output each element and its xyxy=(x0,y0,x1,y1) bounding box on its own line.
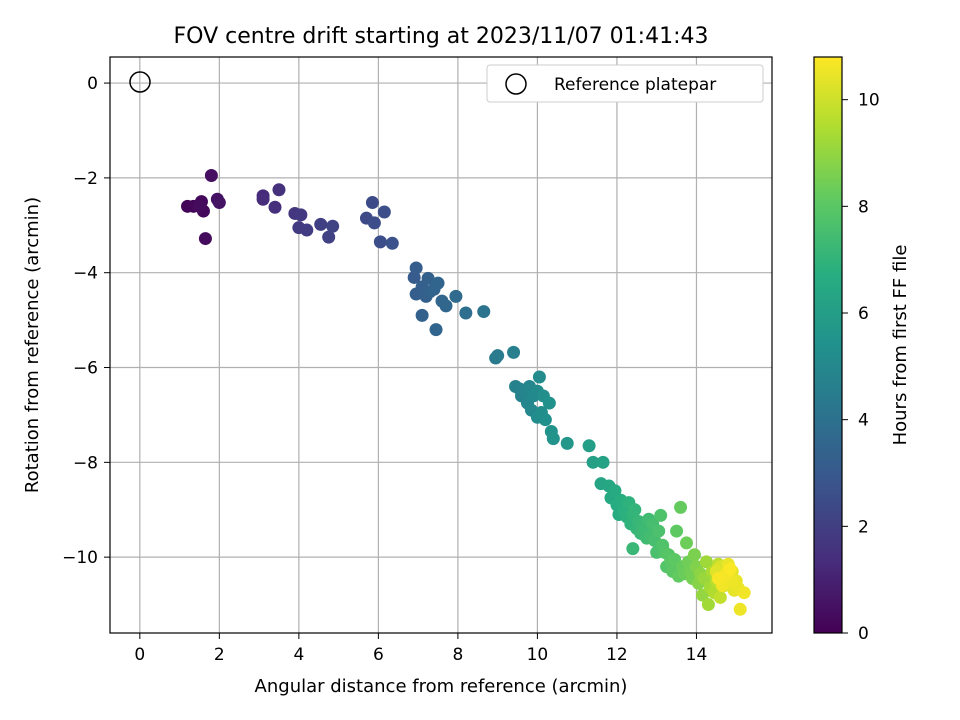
y-tick-label: −8 xyxy=(73,453,98,473)
data-point xyxy=(560,436,574,450)
x-tick-label: 2 xyxy=(214,645,225,665)
data-point xyxy=(652,524,666,538)
y-tick-label: 0 xyxy=(87,74,98,94)
x-tick-label: 10 xyxy=(527,645,549,665)
data-point xyxy=(377,205,391,219)
data-point xyxy=(546,432,560,446)
data-point xyxy=(674,500,688,514)
reference-platepar-marker xyxy=(129,71,151,93)
chart-title: FOV centre drift starting at 2023/11/07 … xyxy=(174,24,709,49)
data-point xyxy=(439,299,453,313)
legend-marker xyxy=(505,73,527,95)
x-tick-label: 4 xyxy=(293,645,304,665)
data-point xyxy=(409,261,423,275)
data-point xyxy=(256,192,270,206)
colorbar-tick-label: 10 xyxy=(858,91,880,111)
colorbar-ticks: 0 2 4 6 8 10 xyxy=(842,91,880,644)
colorbar-tick-label: 2 xyxy=(858,517,869,537)
legend-label: Reference platepar xyxy=(554,75,716,95)
data-point xyxy=(733,602,747,616)
data-point xyxy=(628,503,642,517)
data-point xyxy=(373,235,387,249)
data-point xyxy=(586,455,600,469)
data-point xyxy=(459,306,473,320)
data-point xyxy=(192,199,206,213)
data-point xyxy=(365,196,379,210)
legend: Reference platepar xyxy=(486,64,764,103)
grid-lines xyxy=(110,57,772,633)
data-point xyxy=(421,271,435,285)
data-point xyxy=(687,548,701,562)
data-point xyxy=(654,508,668,522)
data-point xyxy=(532,370,546,384)
data-point xyxy=(542,396,556,410)
data-point xyxy=(670,524,684,538)
data-point xyxy=(626,542,640,556)
y-tick-label: −10 xyxy=(62,548,98,568)
x-tick-label: 14 xyxy=(686,645,708,665)
colorbar-tick-label: 6 xyxy=(858,304,869,324)
colorbar xyxy=(813,56,843,634)
data-point xyxy=(294,208,308,222)
colorbar-label: Hours from first FF file xyxy=(890,245,911,446)
data-point xyxy=(385,236,399,250)
y-tick-label: −6 xyxy=(73,359,98,379)
x-axis-ticks: 0 2 4 6 8 10 12 14 xyxy=(134,633,707,665)
data-point xyxy=(204,169,218,183)
data-point xyxy=(326,219,340,233)
data-point xyxy=(429,323,443,337)
data-point xyxy=(272,183,286,197)
data-point xyxy=(699,555,713,569)
data-point xyxy=(415,308,429,322)
data-point xyxy=(713,590,727,604)
data-point xyxy=(322,230,336,244)
data-point xyxy=(538,413,552,427)
data-point xyxy=(737,586,751,600)
data-point xyxy=(680,536,694,550)
data-point xyxy=(491,349,505,363)
y-axis-ticks: 0 −2 −4 −6 −8 −10 xyxy=(62,74,110,568)
data-point xyxy=(268,200,282,214)
y-tick-label: −4 xyxy=(73,264,98,284)
data-point xyxy=(477,305,491,319)
data-point xyxy=(701,598,715,612)
x-tick-label: 6 xyxy=(373,645,384,665)
y-axis-label: Rotation from reference (arcmin) xyxy=(22,197,43,493)
data-point xyxy=(212,196,226,210)
y-tick-label: −2 xyxy=(73,169,98,189)
legend-box xyxy=(486,64,764,103)
data-point xyxy=(431,276,445,290)
colorbar-tick-label: 4 xyxy=(858,411,869,431)
data-point xyxy=(367,216,381,230)
colorbar-tick-label: 8 xyxy=(858,197,869,217)
data-points xyxy=(181,169,751,616)
x-tick-label: 12 xyxy=(606,645,628,665)
colorbar-tick-label: 0 xyxy=(858,624,869,644)
data-point xyxy=(449,289,463,303)
data-point xyxy=(198,232,212,246)
data-point xyxy=(300,223,314,237)
data-point xyxy=(723,562,737,576)
x-axis-label: Angular distance from reference (arcmin) xyxy=(255,676,628,697)
data-point xyxy=(711,571,725,585)
data-point xyxy=(596,455,610,469)
x-tick-label: 0 xyxy=(134,645,145,665)
data-point xyxy=(507,345,521,359)
plot-frame xyxy=(109,56,773,634)
data-point xyxy=(314,217,328,231)
x-tick-label: 8 xyxy=(452,645,463,665)
data-point xyxy=(582,439,596,453)
data-point xyxy=(608,484,622,498)
